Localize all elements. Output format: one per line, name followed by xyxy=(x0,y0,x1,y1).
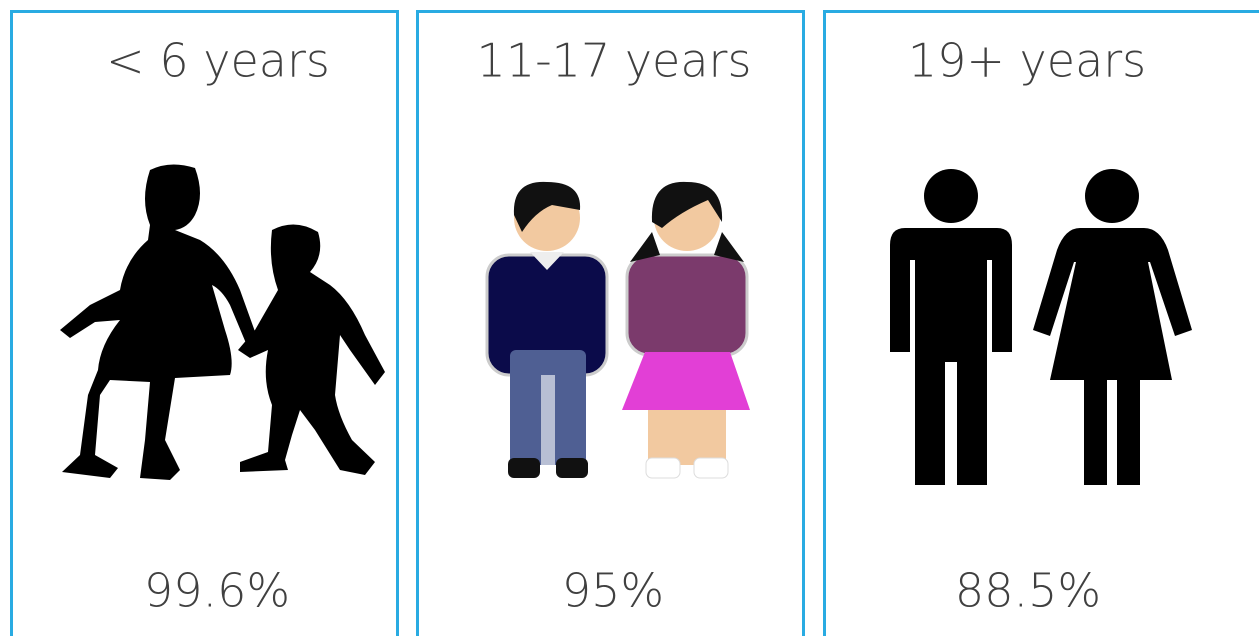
panel-label: 11-17 years xyxy=(477,34,752,88)
panel-label: 19+ years xyxy=(908,34,1146,88)
children-icon xyxy=(60,164,385,480)
panel-value: 88.5% xyxy=(955,564,1101,618)
panel-label: < 6 years xyxy=(106,34,330,88)
adults-icon xyxy=(890,169,1192,485)
panel-value: 99.6% xyxy=(144,564,290,618)
page: < 6 years 11-17 years 19+ years 99.6% 95… xyxy=(0,0,1259,636)
teens-icon xyxy=(487,182,750,478)
panel-value: 95% xyxy=(562,564,664,618)
infographic: < 6 years 11-17 years 19+ years 99.6% 95… xyxy=(0,0,1259,636)
